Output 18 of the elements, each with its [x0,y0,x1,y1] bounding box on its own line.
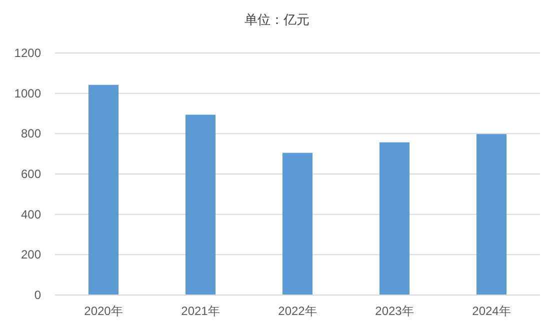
bar [379,142,410,295]
x-tick-label: 2023年 [375,304,414,318]
bar [476,134,507,295]
x-tick-label: 2024年 [472,304,511,318]
bar [185,114,216,295]
y-tick-label: 400 [20,207,42,222]
y-tick-label: 200 [20,248,42,262]
y-tick-label: 600 [20,167,42,181]
y-tick-label: 1200 [14,46,42,60]
y-tick-label: 1000 [14,86,42,100]
x-tick-label: 2021年 [181,304,220,318]
y-tick-label: 800 [20,126,42,141]
y-tick-label: 0 [34,288,42,302]
chart-title: 单位：亿元 [244,12,310,27]
bar [88,84,119,295]
x-tick-label: 2022年 [278,304,317,318]
x-tick-label: 2020年 [84,304,123,318]
bar [282,152,313,295]
